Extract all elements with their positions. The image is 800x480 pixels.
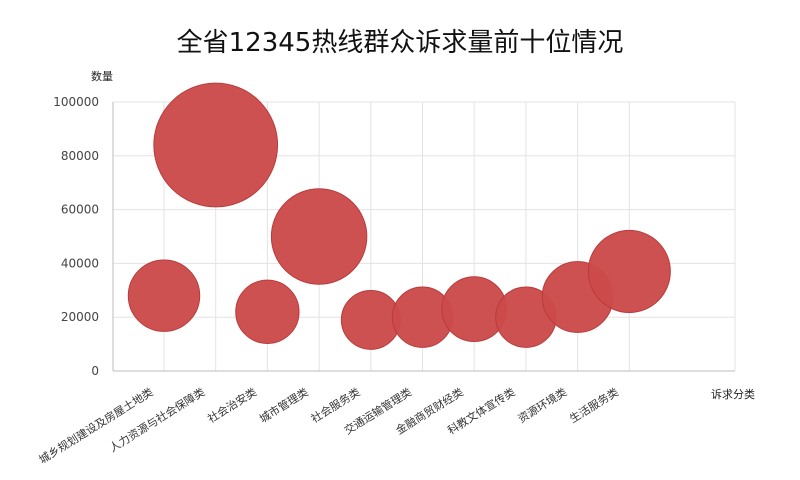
bubble-4 xyxy=(340,289,401,350)
x-tick-labels: 城乡规划建设及房屋土地类人力资源与社会保障类社会治安类城市管理类社会服务类交通运… xyxy=(36,385,621,467)
x-tick-label-8: 资源环境类 xyxy=(515,385,569,426)
y-tick-label-0: 0 xyxy=(91,364,99,378)
x-axis-label: 诉求分类 xyxy=(711,387,755,401)
y-tick-label-2: 40000 xyxy=(61,256,99,270)
x-tick-label-1: 人力资源与社会保障类 xyxy=(107,385,208,455)
y-axis-label: 数量 xyxy=(91,70,113,83)
y-tick-label-1: 20000 xyxy=(61,310,99,324)
y-tick-label-5: 100000 xyxy=(53,95,99,109)
bubble-1 xyxy=(153,82,279,208)
x-tick-label-3: 城市管理类 xyxy=(257,385,311,426)
bubble-0 xyxy=(127,259,201,332)
y-tick-label-3: 60000 xyxy=(61,203,99,217)
x-tick-label-2: 社会治安类 xyxy=(205,385,259,426)
bubbles xyxy=(127,82,671,350)
bubble-9 xyxy=(587,229,671,314)
axes xyxy=(112,102,735,372)
y-tick-label-4: 80000 xyxy=(61,149,99,163)
bubble-3 xyxy=(270,188,368,285)
x-tick-label-9: 生活服务类 xyxy=(567,385,621,426)
bubble-2 xyxy=(235,279,300,344)
chart-title: 全省12345热线群众诉求量前十位情况 xyxy=(177,28,624,58)
y-tick-labels: 0 20000 40000 60000 80000 100000 xyxy=(53,95,99,378)
